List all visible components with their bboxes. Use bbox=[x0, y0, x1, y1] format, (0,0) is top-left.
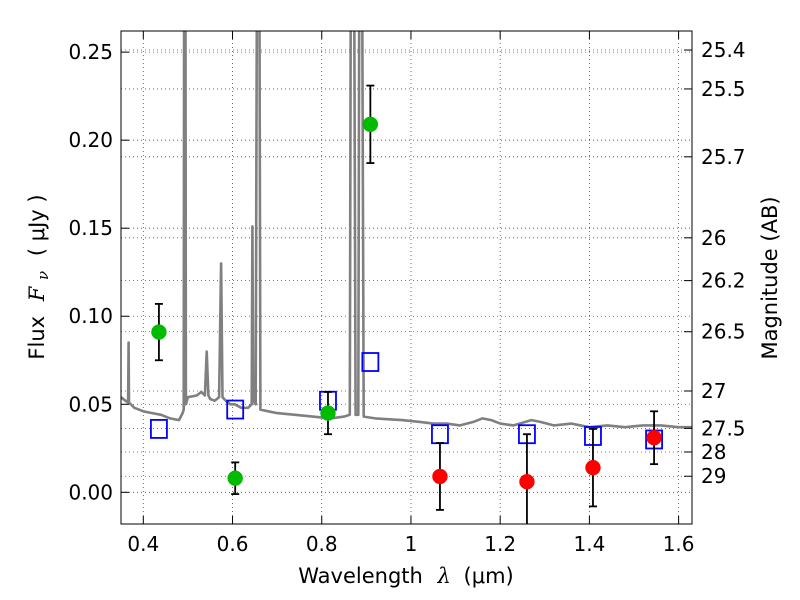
y2-tick-label: 26.5 bbox=[701, 320, 746, 344]
plot-frame bbox=[120, 30, 693, 525]
y-axis-label-symbol: F bbox=[25, 285, 49, 302]
y-tick-label: 0.15 bbox=[68, 216, 113, 240]
y-tick-label: 0.10 bbox=[68, 304, 113, 328]
y2-tick-label: 25.5 bbox=[701, 77, 746, 101]
observed-flux-point bbox=[227, 470, 243, 486]
y2-tick-label: 26.2 bbox=[701, 269, 746, 293]
model-photometry-square bbox=[150, 419, 168, 439]
x-axis-label: Wavelength λ (μm) bbox=[298, 564, 513, 588]
y2-axis-label: Magnitude (AB) bbox=[758, 196, 782, 359]
observed-flux-point bbox=[432, 468, 448, 485]
x-axis-label-symbol: λ bbox=[437, 564, 451, 588]
model-photometry-square bbox=[226, 399, 245, 420]
data-layer bbox=[121, 31, 692, 524]
y-axis-label-main: Flux bbox=[25, 316, 49, 360]
y-tick-label: 0.25 bbox=[68, 40, 113, 64]
y-tick-label: 0.00 bbox=[68, 480, 113, 504]
observed-flux-point bbox=[151, 324, 167, 340]
y2-tick-label: 27.5 bbox=[701, 416, 746, 440]
observed-flux-point bbox=[646, 429, 662, 446]
y2-tick-label: 26 bbox=[701, 226, 726, 250]
y2-tick-label: 25.4 bbox=[701, 38, 746, 62]
y-tick-label: 0.20 bbox=[68, 128, 113, 152]
y2-tick-label: 29 bbox=[701, 464, 726, 488]
model-spectrum-line bbox=[121, 31, 692, 429]
x-axis-label-unit: (μm) bbox=[464, 564, 514, 588]
x-tick-label: 0.6 bbox=[217, 532, 249, 556]
y-axis-label: Flux F ν ( μJy ) bbox=[25, 194, 53, 359]
model-photometry-square bbox=[361, 352, 380, 372]
y-tick-label: 0.05 bbox=[68, 392, 113, 416]
x-tick-label: 1.6 bbox=[663, 532, 695, 556]
x-tick-label: 1.2 bbox=[484, 532, 516, 556]
axis-ticks: 0.4 0.6 0.8 1 1.2 1.4 1.6 0.00 0.05 0.10 0.15 0.20 0… bbox=[68, 31, 746, 556]
x-axis-label-main: Wavelength bbox=[298, 564, 423, 588]
observed-flux-point bbox=[362, 116, 379, 133]
plot-background bbox=[121, 31, 692, 524]
y2-tick-label: 28 bbox=[701, 440, 726, 464]
y-axis-label-subscript: ν bbox=[34, 271, 52, 280]
y2-tick-label: 27 bbox=[701, 379, 726, 403]
x-tick-label: 1 bbox=[405, 532, 418, 556]
x-tick-label: 0.4 bbox=[127, 532, 159, 556]
observed-flux-point bbox=[585, 459, 601, 476]
y-axis-label-unit: ( μJy ) bbox=[25, 194, 49, 256]
observed-flux-point bbox=[320, 405, 336, 421]
x-tick-label: 1.4 bbox=[573, 532, 605, 556]
observed-flux-point bbox=[519, 473, 535, 490]
x-tick-label: 0.8 bbox=[306, 532, 338, 556]
y2-tick-label: 25.7 bbox=[701, 145, 746, 169]
